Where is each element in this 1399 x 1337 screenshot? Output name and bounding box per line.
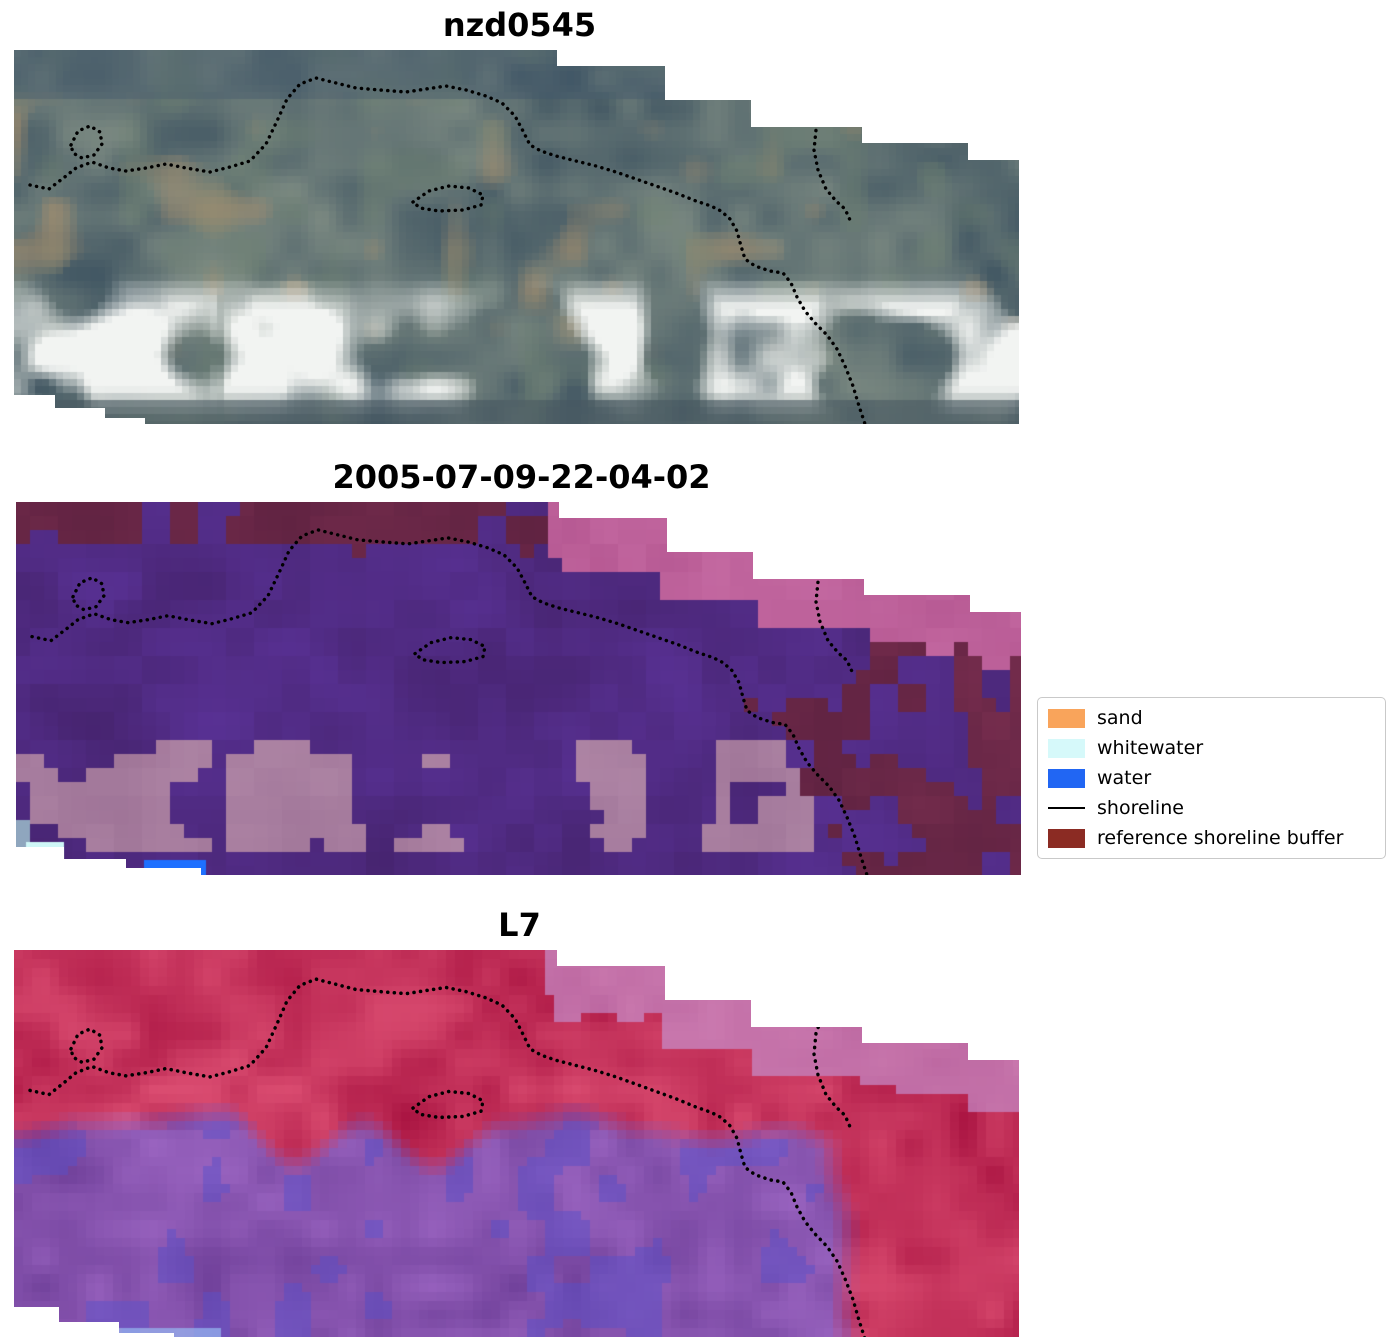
sand-swatch [1048,708,1085,728]
panel-title-l7: L7 [498,906,541,944]
shoreline-branch-path [812,1012,852,1129]
shoreline-main-path [28,977,867,1337]
shoreline-lagoon-loop [411,1089,485,1120]
panel-l7: L7 [14,908,1025,1337]
legend-item-whitewater: whitewater [1048,733,1375,763]
shoreline-overlay-2 [30,528,869,875]
shoreline-pond-loop [71,576,106,612]
panel-title-date: 2005-07-09-22-04-02 [332,458,711,496]
legend-item-water: water [1048,763,1375,793]
l7-image [14,950,1019,1337]
legend-label: sand [1097,707,1143,729]
shoreline-overlay-3 [28,977,867,1337]
legend-label: water [1097,767,1152,789]
shoreline-branch-path [812,110,852,222]
panel-classification: 2005-07-09-22-04-02 [16,460,1027,875]
panel-title-satellite: nzd0545 [442,6,597,44]
shoreline-lagoon-loop [413,635,487,665]
legend-item-shoreline: shoreline [1048,793,1375,823]
shoreline-lagoon-loop [411,184,485,213]
legend-label: whitewater [1097,737,1204,759]
legend: sand whitewater water shoreline reference sh… [1037,697,1386,859]
shoreline-pond-loop [69,1027,104,1065]
shoreline-branch-path [814,562,854,674]
shoreline-overlay-1 [28,76,867,424]
whitewater-swatch [1048,738,1085,758]
legend-label: reference shoreline buffer [1097,827,1344,849]
shoreline-main-path [30,528,869,875]
water-swatch [1048,768,1085,788]
legend-label: shoreline [1097,797,1184,819]
satellite-rgb-image [14,50,1019,424]
panel-satellite: nzd0545 [14,8,1025,424]
shoreline-main-path [28,76,867,424]
classification-image [16,502,1021,875]
shoreline-line-swatch [1048,807,1085,809]
reference-shoreline-buffer-swatch [1048,828,1085,848]
shoreline-pond-loop [69,124,104,160]
legend-item-sand: sand [1048,703,1375,733]
legend-item-reference-shoreline-buffer: reference shoreline buffer [1048,823,1375,853]
